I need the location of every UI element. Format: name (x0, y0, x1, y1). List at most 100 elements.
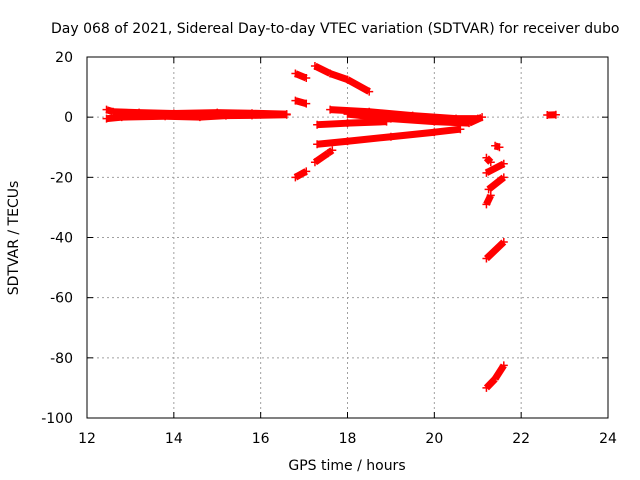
series-arc-d (291, 96, 311, 108)
x-tick-label: 18 (339, 431, 357, 447)
data-segment (483, 376, 498, 391)
data-segment (412, 112, 457, 123)
data-segment (484, 239, 507, 262)
plot-frame (86, 56, 609, 419)
data-point (310, 158, 319, 167)
data-point (486, 191, 495, 200)
series-arc-s (543, 110, 560, 120)
data-point (430, 117, 439, 126)
x-tick-label: 24 (599, 431, 617, 447)
data-point (102, 114, 111, 123)
data-segment (347, 118, 387, 127)
data-point (221, 111, 230, 120)
x-axis-label: GPS time / hours (288, 458, 405, 474)
data-segment (313, 62, 332, 77)
data-point (161, 112, 170, 121)
data-segment (345, 76, 371, 95)
data-point (482, 254, 491, 263)
data-point (323, 149, 332, 158)
data-point (291, 96, 300, 105)
data-segment (328, 70, 349, 83)
data-segment (347, 133, 392, 145)
series-arc-e (310, 62, 374, 96)
series-arc-l (482, 153, 495, 167)
data-point (343, 110, 352, 119)
data-point (482, 383, 491, 392)
data-point (195, 113, 204, 122)
x-tick-label: 16 (252, 431, 270, 447)
data-segment (312, 150, 330, 166)
chart-title: Day 068 of 2021, Sidereal Day-to-day VTE… (51, 21, 619, 37)
data-point (313, 140, 322, 149)
series-arc-n (482, 159, 508, 177)
y-tick-label: -20 (50, 170, 73, 186)
data-segment (165, 112, 200, 121)
y-tick-label: 0 (64, 110, 73, 126)
y-tick-label: 20 (55, 50, 73, 66)
data-segment (294, 70, 308, 82)
data-segment (486, 174, 506, 193)
data-segment (492, 363, 507, 381)
data-point (365, 87, 374, 96)
data-segment (251, 111, 287, 119)
y-tick-label: -60 (50, 291, 73, 307)
data-point (482, 200, 491, 209)
data-point (478, 113, 487, 122)
series-arc-p (482, 191, 495, 209)
series-arc-k (310, 146, 337, 167)
data-segment (329, 106, 370, 116)
data-point (343, 75, 352, 84)
data-point (313, 120, 322, 129)
y-tick-label: -100 (41, 411, 73, 427)
y-tick-label: -40 (50, 231, 73, 247)
data-point (499, 238, 508, 247)
data-segment (121, 112, 166, 121)
data-point (291, 69, 300, 78)
series-arc-b (102, 110, 291, 123)
data-point (326, 105, 335, 114)
data-point (499, 173, 508, 182)
data-segment (368, 108, 413, 120)
data-point (499, 159, 508, 168)
data-point (491, 374, 500, 383)
data-point (310, 62, 319, 71)
data-point (386, 114, 395, 123)
data-point (109, 107, 118, 116)
data-point (484, 185, 493, 194)
data-point (551, 110, 560, 119)
y-axis-label: SDTVAR / TECUs (6, 181, 22, 296)
x-tick-label: 12 (78, 431, 96, 447)
data-point (482, 168, 491, 177)
data-segment (390, 115, 435, 126)
data-point (291, 173, 300, 182)
data-point (465, 119, 474, 128)
series-arc-o (484, 173, 508, 194)
tick-labels: 12 14 16 18 20 22 24 20 0 -20 -40 -60 -80 -100 (41, 50, 617, 447)
data-point (247, 111, 256, 120)
series-arc-q (482, 238, 508, 263)
series-arc-r (482, 361, 508, 392)
data-point (499, 361, 508, 370)
series-arc-m (491, 141, 504, 152)
data-point (343, 119, 352, 128)
data-point (386, 132, 395, 141)
data-point (482, 153, 491, 162)
data-point (495, 143, 504, 152)
data-point (328, 146, 337, 155)
data-segment (112, 108, 140, 117)
data-point (302, 74, 311, 83)
data-segment (316, 119, 348, 129)
x-tick-label: 20 (425, 431, 443, 447)
data-segment (433, 125, 461, 136)
series-arc-h (313, 125, 465, 149)
data-point (102, 105, 111, 114)
data-point (491, 141, 500, 150)
data-point (302, 167, 311, 176)
x-tick-label: 22 (512, 431, 530, 447)
x-tick-label: 14 (165, 431, 183, 447)
data-point (326, 69, 335, 78)
data-segment (199, 112, 227, 121)
data-point (543, 111, 552, 120)
data-point (486, 158, 495, 167)
